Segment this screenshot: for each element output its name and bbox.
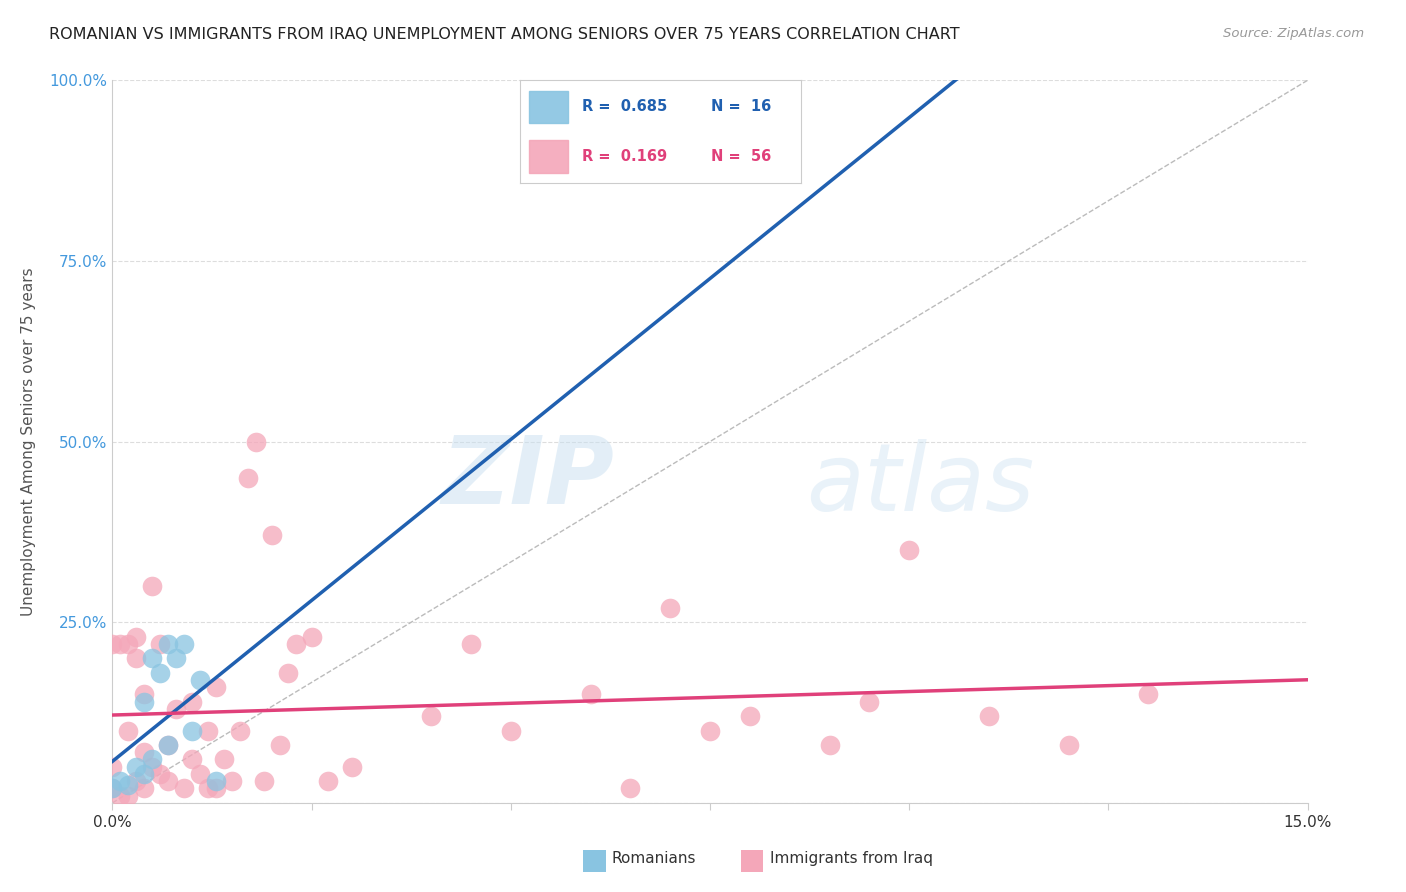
Point — [173, 781, 195, 796]
Point — [229, 723, 252, 738]
Point — [101, 781, 124, 796]
Point — [149, 637, 172, 651]
Text: ROMANIAN VS IMMIGRANTS FROM IRAQ UNEMPLOYMENT AMONG SENIORS OVER 75 YEARS CORREL: ROMANIAN VS IMMIGRANTS FROM IRAQ UNEMPLO… — [49, 27, 960, 42]
Point — [125, 760, 148, 774]
Point — [619, 781, 641, 796]
Point — [117, 723, 139, 738]
Text: atlas: atlas — [806, 440, 1033, 531]
Point — [181, 695, 204, 709]
Point — [420, 709, 443, 723]
Point — [188, 673, 211, 687]
Text: N =  56: N = 56 — [711, 149, 772, 164]
Text: Source: ZipAtlas.com: Source: ZipAtlas.com — [1223, 27, 1364, 40]
Point — [340, 760, 363, 774]
Point — [125, 774, 148, 789]
Point — [499, 723, 522, 738]
Text: Immigrants from Iraq: Immigrants from Iraq — [770, 851, 934, 865]
Point — [316, 774, 339, 789]
Point — [205, 680, 228, 694]
Point — [284, 637, 307, 651]
Point — [245, 434, 267, 449]
Point — [157, 774, 180, 789]
Point — [221, 774, 243, 789]
Point — [197, 723, 219, 738]
Point — [134, 687, 156, 701]
Point — [301, 630, 323, 644]
Point — [141, 651, 163, 665]
Point — [188, 767, 211, 781]
Point — [157, 738, 180, 752]
Point — [110, 774, 132, 789]
Point — [125, 630, 148, 644]
Point — [101, 637, 124, 651]
Point — [659, 600, 682, 615]
Point — [1137, 687, 1160, 701]
Point — [101, 760, 124, 774]
Point — [134, 781, 156, 796]
Point — [165, 702, 187, 716]
Point — [236, 470, 259, 484]
Point — [157, 738, 180, 752]
Point — [165, 651, 187, 665]
Point — [277, 665, 299, 680]
Point — [141, 579, 163, 593]
Point — [205, 781, 228, 796]
Text: ZIP: ZIP — [441, 432, 614, 524]
Point — [141, 752, 163, 766]
Point — [101, 781, 124, 796]
Point — [181, 752, 204, 766]
Point — [205, 774, 228, 789]
Point — [173, 637, 195, 651]
Point — [149, 665, 172, 680]
Point — [898, 542, 921, 557]
Point — [157, 637, 180, 651]
Point — [1057, 738, 1080, 752]
Point — [197, 781, 219, 796]
Text: R =  0.169: R = 0.169 — [582, 149, 668, 164]
Point — [977, 709, 1000, 723]
Point — [141, 760, 163, 774]
Point — [117, 637, 139, 651]
Point — [260, 528, 283, 542]
Point — [149, 767, 172, 781]
Point — [117, 778, 139, 792]
Point — [212, 752, 235, 766]
Text: R =  0.685: R = 0.685 — [582, 99, 668, 114]
Point — [134, 767, 156, 781]
Point — [125, 651, 148, 665]
Point — [699, 723, 721, 738]
Point — [110, 637, 132, 651]
Point — [134, 745, 156, 759]
Point — [858, 695, 880, 709]
Point — [579, 687, 602, 701]
Point — [134, 695, 156, 709]
Point — [181, 723, 204, 738]
Point — [818, 738, 841, 752]
Point — [738, 709, 761, 723]
Text: N =  16: N = 16 — [711, 99, 772, 114]
Point — [460, 637, 482, 651]
Point — [253, 774, 276, 789]
Point — [117, 789, 139, 803]
Y-axis label: Unemployment Among Seniors over 75 years: Unemployment Among Seniors over 75 years — [21, 268, 35, 615]
Text: Romanians: Romanians — [612, 851, 696, 865]
Bar — [529, 91, 568, 123]
Bar — [529, 140, 568, 173]
Point — [110, 789, 132, 803]
Point — [269, 738, 291, 752]
